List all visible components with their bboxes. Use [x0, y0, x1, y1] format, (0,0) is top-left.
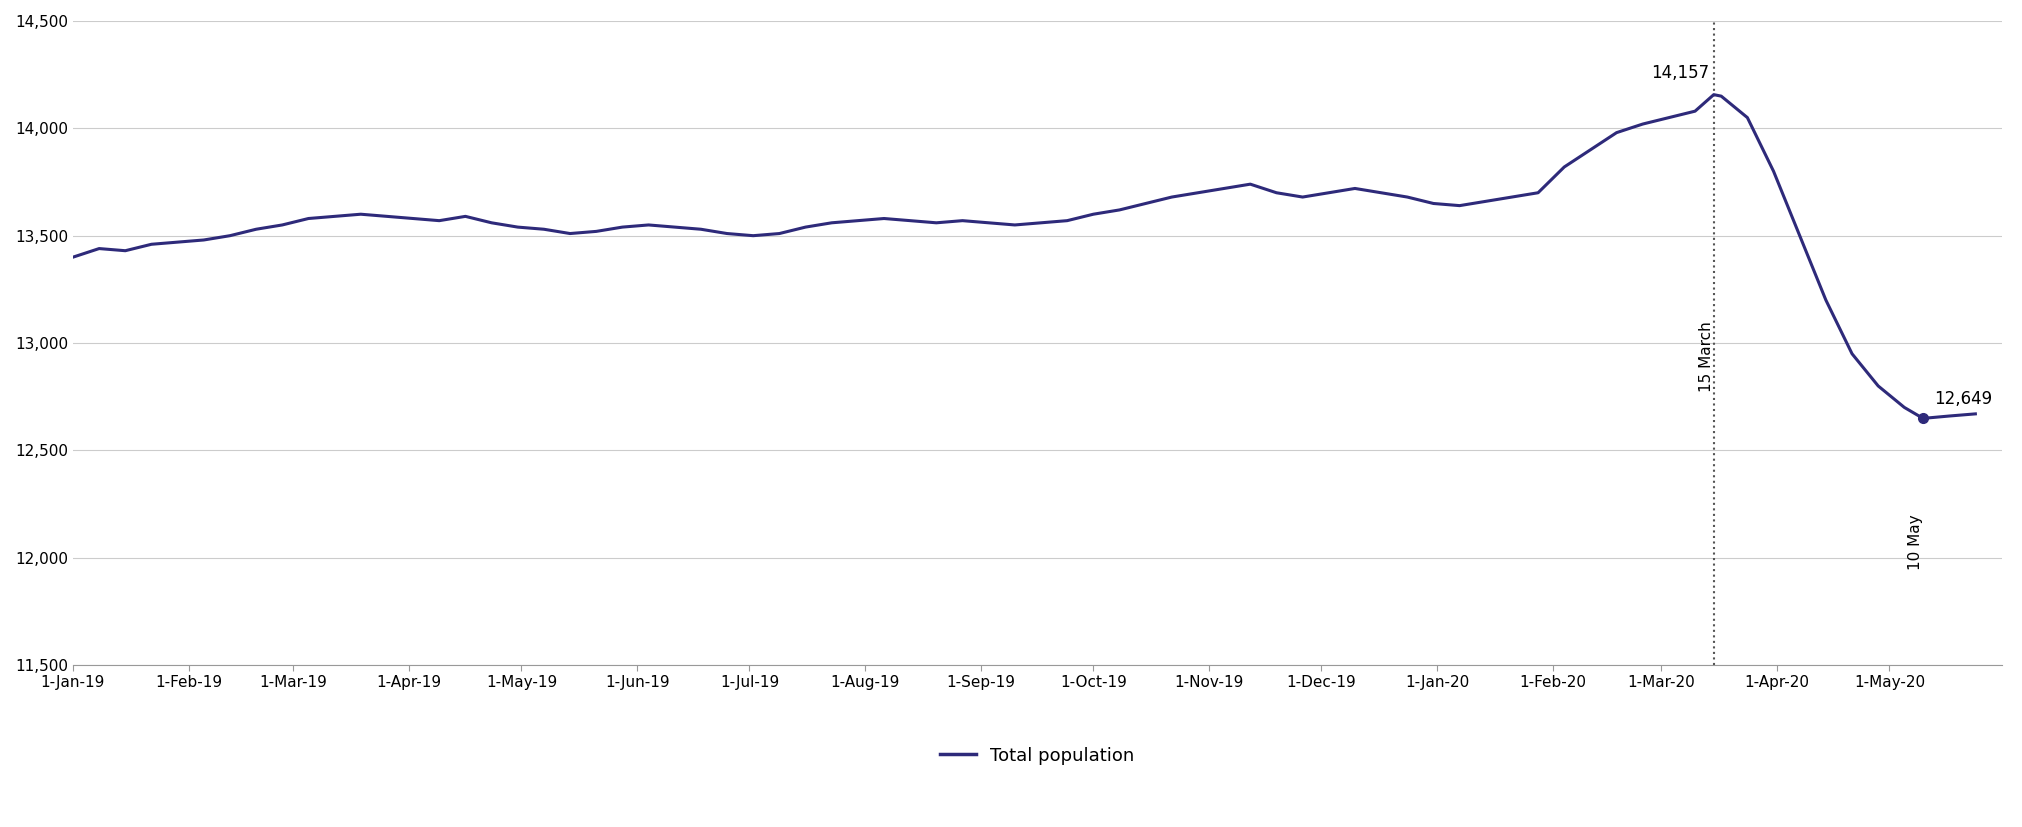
Text: 14,157: 14,157 [1652, 64, 1709, 82]
Text: 15 March: 15 March [1698, 322, 1715, 392]
Text: 12,649: 12,649 [1935, 390, 1992, 409]
Legend: Total population: Total population [932, 739, 1142, 772]
Text: 10 May: 10 May [1909, 514, 1923, 571]
